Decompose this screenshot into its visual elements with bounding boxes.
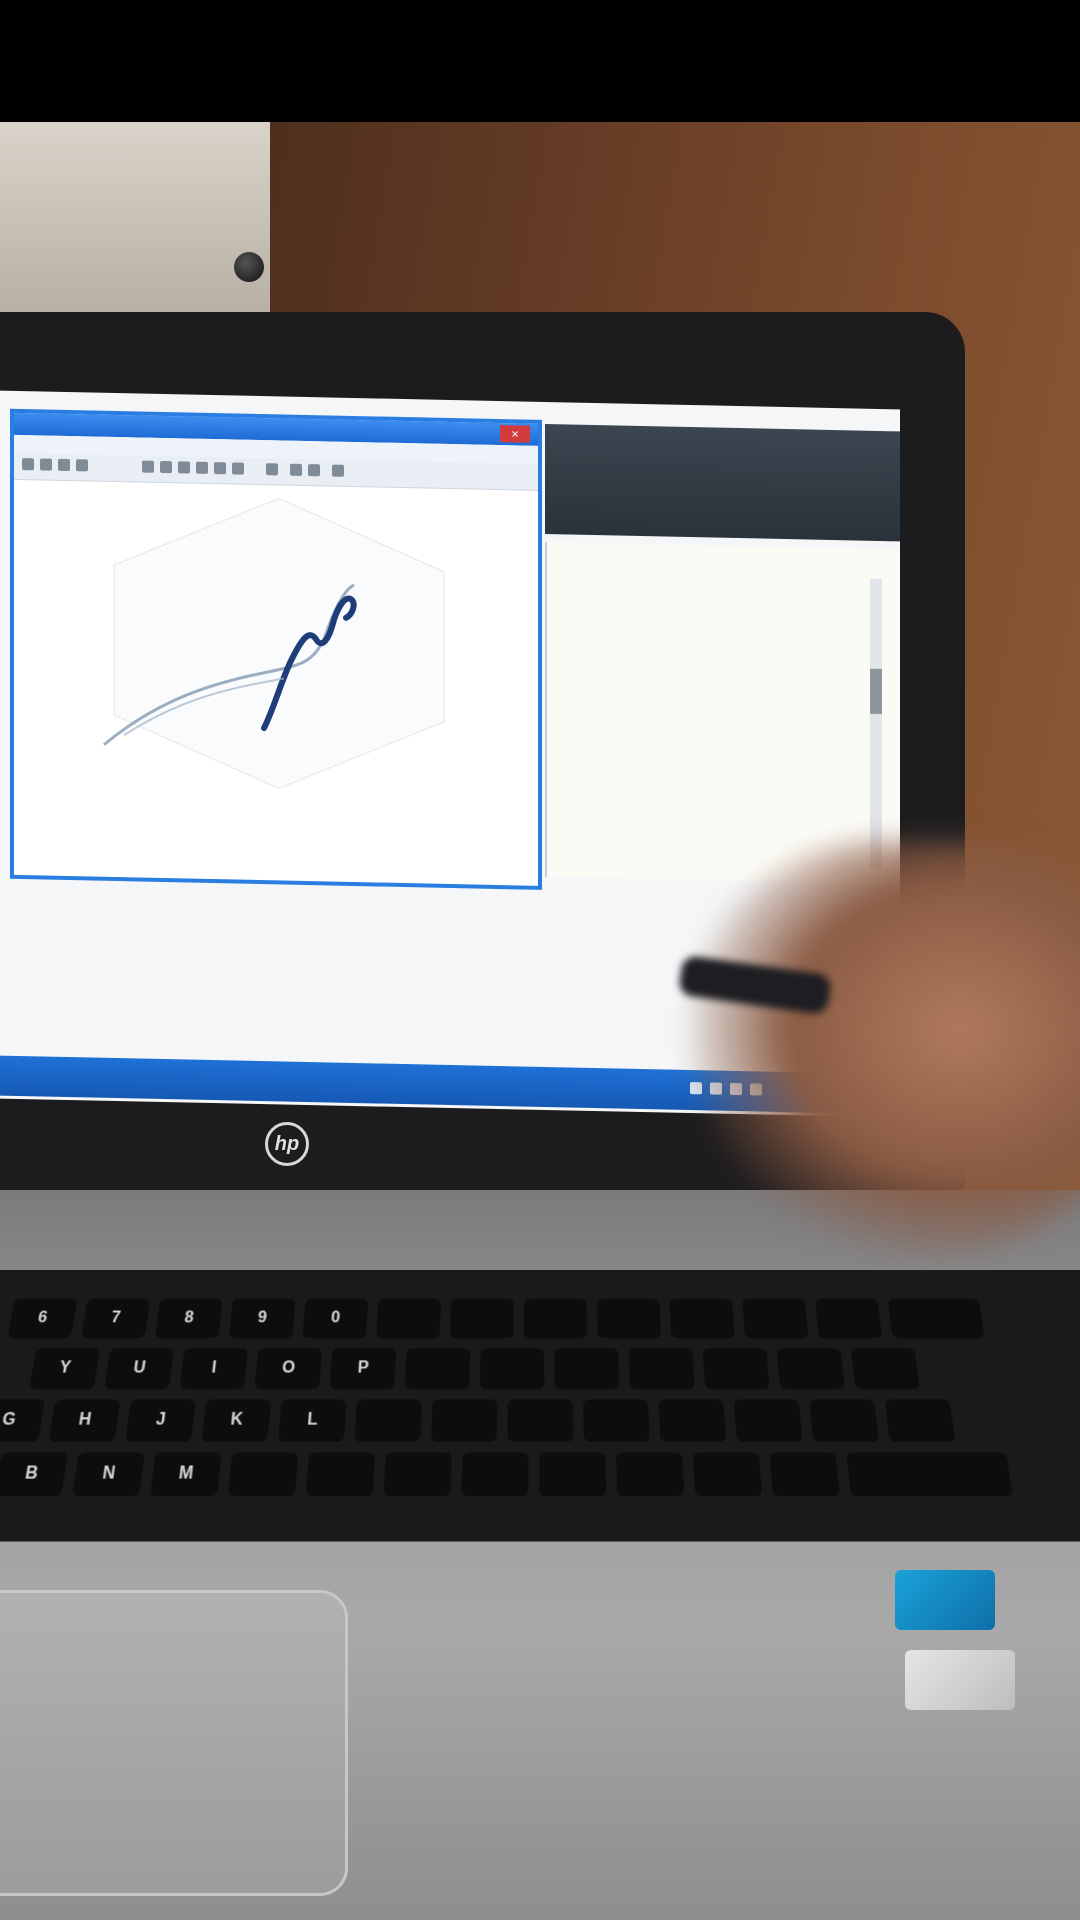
key[interactable]: M [150, 1452, 222, 1496]
key[interactable] [734, 1399, 803, 1441]
keyboard: 6 7 8 9 0 Y U I O P G H J K L [0, 1270, 1080, 1542]
key[interactable] [669, 1299, 734, 1338]
key[interactable] [742, 1299, 808, 1338]
key[interactable] [376, 1299, 441, 1338]
matlab-toolstrip [545, 424, 900, 541]
key[interactable] [769, 1452, 840, 1496]
hide-plot-tools-icon[interactable] [308, 464, 320, 476]
pan-icon[interactable] [196, 462, 208, 474]
key[interactable]: Y [29, 1348, 100, 1389]
key[interactable] [597, 1299, 661, 1338]
vertical-scrollbar[interactable] [870, 579, 882, 869]
key[interactable] [703, 1348, 770, 1389]
key[interactable]: N [72, 1452, 145, 1496]
key[interactable] [539, 1452, 606, 1496]
trackpad[interactable] [0, 1590, 348, 1896]
key[interactable] [846, 1452, 1013, 1496]
wall-paper [0, 122, 270, 317]
key[interactable]: L [278, 1399, 347, 1441]
key[interactable] [354, 1399, 421, 1441]
key[interactable] [629, 1348, 695, 1389]
key[interactable] [461, 1452, 528, 1496]
key[interactable]: H [49, 1399, 121, 1441]
key[interactable]: P [330, 1348, 397, 1389]
new-figure-icon[interactable] [22, 458, 34, 470]
show-plot-tools-icon[interactable] [332, 465, 344, 477]
legend-icon[interactable] [290, 464, 302, 476]
plot-box [114, 495, 444, 792]
key[interactable] [809, 1399, 879, 1441]
key[interactable] [888, 1299, 985, 1338]
zoom-out-icon[interactable] [178, 461, 190, 473]
figure-window: × [10, 409, 542, 890]
key[interactable] [555, 1348, 620, 1389]
key[interactable]: O [254, 1348, 322, 1389]
key[interactable] [306, 1452, 375, 1496]
print-icon[interactable] [76, 459, 88, 471]
hp-logo: hp [265, 1122, 309, 1166]
key[interactable] [405, 1348, 471, 1389]
intel-sticker [895, 1570, 995, 1630]
key[interactable]: I [179, 1348, 248, 1389]
key[interactable]: 0 [302, 1299, 368, 1338]
key[interactable]: U [104, 1348, 174, 1389]
zoom-in-icon[interactable] [160, 461, 172, 473]
rotate-3d-icon[interactable] [214, 462, 226, 474]
key[interactable]: 9 [229, 1299, 296, 1338]
data-cursor-icon[interactable] [232, 462, 244, 474]
key[interactable] [885, 1399, 956, 1441]
key[interactable] [815, 1299, 882, 1338]
key[interactable] [777, 1348, 845, 1389]
pushpin [234, 252, 264, 282]
pointer-icon[interactable] [142, 461, 154, 473]
key[interactable] [693, 1452, 762, 1496]
key[interactable]: G [0, 1399, 45, 1441]
key[interactable] [659, 1399, 727, 1441]
key[interactable] [524, 1299, 588, 1338]
key[interactable] [431, 1399, 497, 1441]
key[interactable] [507, 1399, 573, 1441]
key[interactable] [851, 1348, 920, 1389]
open-icon[interactable] [40, 458, 52, 470]
scrollbar-thumb[interactable] [870, 669, 882, 714]
key[interactable]: J [125, 1399, 196, 1441]
key[interactable] [583, 1399, 650, 1441]
key[interactable]: 7 [81, 1299, 150, 1338]
close-button[interactable]: × [500, 425, 530, 443]
key[interactable] [480, 1348, 545, 1389]
save-icon[interactable] [58, 459, 70, 471]
3d-plot [34, 483, 524, 873]
key[interactable]: 8 [155, 1299, 223, 1338]
key[interactable] [384, 1452, 452, 1496]
key[interactable] [450, 1299, 514, 1338]
graphics-sticker [905, 1650, 1015, 1710]
command-window-panel [545, 542, 900, 884]
colorbar-icon[interactable] [266, 463, 278, 475]
letterbox-bar [0, 0, 1080, 122]
key[interactable]: 6 [7, 1299, 77, 1338]
key[interactable]: K [202, 1399, 272, 1441]
key[interactable]: B [0, 1452, 68, 1496]
key[interactable] [228, 1452, 299, 1496]
key[interactable] [616, 1452, 684, 1496]
